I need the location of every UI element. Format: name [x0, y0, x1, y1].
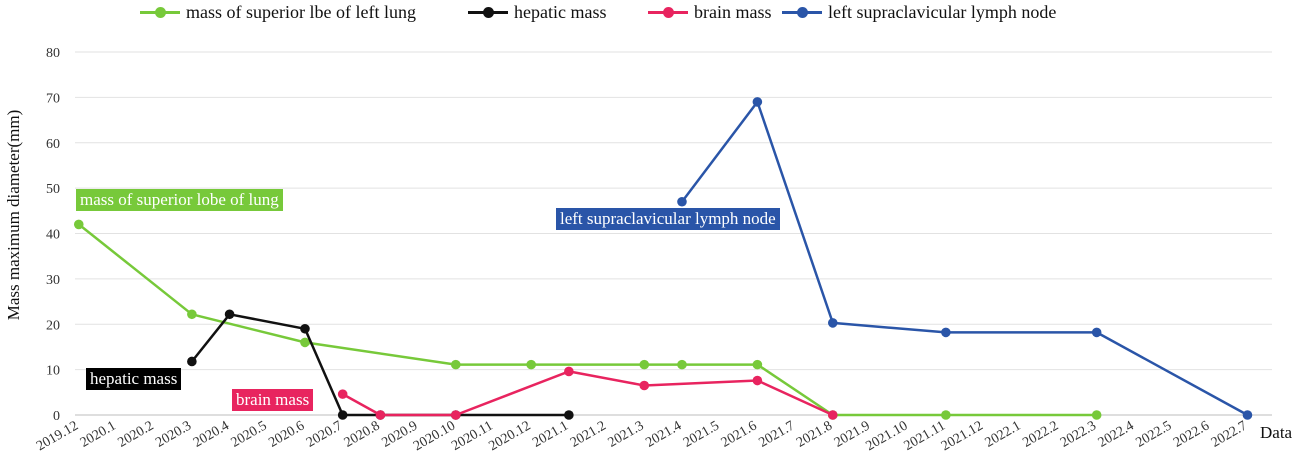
legend-swatch-red — [648, 7, 688, 18]
legend-label: mass of superior lbe of left lung — [186, 2, 416, 22]
y-tick-label: 20 — [46, 318, 60, 333]
x-tick-label: 2021.6 — [719, 418, 760, 450]
legend-item-brain: brain mass — [648, 2, 771, 23]
x-tick-label: 2020.12 — [486, 418, 533, 454]
legend-swatch-blue — [782, 7, 822, 18]
x-tick-label: 2022.2 — [1020, 418, 1061, 450]
x-tick-label: 2021.10 — [863, 418, 910, 454]
data-point — [450, 359, 461, 370]
x-tick-label: 2022.7 — [1209, 418, 1250, 450]
x-tick-label: 2020.6 — [266, 418, 307, 450]
data-point — [300, 323, 310, 334]
x-tick-label: 2021.7 — [756, 418, 797, 450]
x-tick-label: 2021.3 — [606, 418, 647, 450]
x-tick-label: 2021.1 — [530, 418, 571, 450]
y-axis-ticks: 0 10 20 30 40 50 60 70 80 — [46, 46, 60, 424]
data-point — [1091, 327, 1102, 338]
data-point — [375, 410, 386, 420]
x-tick-label: 2021.4 — [643, 418, 684, 450]
x-tick-label: 2021.11 — [902, 418, 948, 453]
x-axis-title: Data — [1260, 423, 1293, 442]
data-point — [827, 410, 838, 420]
chart-series — [73, 97, 1253, 420]
gridlines — [75, 51, 1272, 416]
x-tick-label: 2020.1 — [78, 418, 119, 450]
legend-item-lymph-node: left supraclavicular lymph node — [782, 2, 1056, 23]
legend-label: hepatic mass — [514, 2, 607, 22]
data-point — [677, 359, 687, 370]
x-tick-label: 2020.10 — [411, 418, 458, 454]
x-tick-label: 2021.12 — [939, 418, 986, 454]
x-tick-label: 2021.5 — [681, 418, 722, 450]
series-2 — [337, 366, 838, 420]
y-tick-label: 30 — [46, 273, 60, 288]
y-tick-label: 60 — [46, 137, 60, 152]
x-tick-label: 2022.5 — [1133, 418, 1174, 450]
data-point — [639, 380, 650, 391]
legend-item-hepatic: hepatic mass — [468, 2, 606, 23]
series-3 — [677, 97, 1253, 420]
x-axis-ticks: 2019.122020.12020.22020.32020.42020.5202… — [34, 418, 1250, 454]
legend-swatch-green — [140, 7, 180, 18]
annotation-hepatic-mass: hepatic mass — [86, 368, 182, 390]
data-point — [827, 318, 838, 328]
legend-label: left supraclavicular lymph node — [828, 2, 1057, 22]
x-tick-label: 2020.7 — [304, 418, 345, 450]
x-tick-label: 2021.8 — [794, 418, 835, 450]
y-tick-label: 50 — [46, 182, 60, 197]
data-point — [526, 359, 536, 370]
x-tick-label: 2020.3 — [153, 418, 194, 450]
data-point — [300, 337, 310, 348]
data-point — [941, 327, 951, 338]
data-point — [752, 97, 763, 107]
y-tick-label: 0 — [53, 409, 60, 424]
data-point — [564, 366, 574, 377]
data-point — [677, 196, 687, 207]
data-point — [224, 309, 235, 320]
data-point — [73, 219, 84, 230]
data-point — [639, 359, 650, 370]
data-point — [752, 375, 763, 386]
data-point — [450, 410, 461, 420]
y-tick-label: 70 — [46, 91, 60, 106]
y-tick-label: 40 — [46, 228, 60, 243]
annotation-brain-mass: brain mass — [232, 389, 314, 411]
data-point — [337, 389, 348, 399]
y-axis-title: Mass maximum diameter(mm) — [4, 110, 23, 321]
x-tick-label: 2022.4 — [1096, 418, 1137, 450]
annotation-superior-lobe: mass of superior lobe of lung — [76, 189, 283, 211]
data-point — [752, 359, 763, 370]
y-tick-label: 10 — [46, 364, 60, 379]
data-point — [1242, 410, 1253, 420]
series-0 — [73, 219, 1102, 420]
series-line — [681, 100, 1249, 417]
data-point — [187, 309, 197, 320]
x-tick-label: 2020.5 — [229, 418, 270, 450]
legend-label: brain mass — [694, 2, 772, 22]
x-tick-label: 2022.6 — [1171, 418, 1212, 450]
legend-swatch-black — [468, 7, 508, 18]
x-tick-label: 2020.4 — [191, 418, 232, 450]
x-tick-label: 2021.2 — [568, 418, 609, 450]
x-tick-label: 2022.3 — [1058, 418, 1099, 450]
data-point — [941, 410, 951, 420]
data-point — [337, 410, 348, 420]
data-point — [187, 356, 197, 367]
legend-item-superior-lobe: mass of superior lbe of left lung — [140, 2, 416, 23]
chart-legend: mass of superior lbe of left lung hepati… — [0, 0, 1299, 26]
x-tick-label: 2022.1 — [983, 418, 1024, 450]
annotation-lymph-node: left supraclavicular lymph node — [556, 208, 780, 230]
series-line — [78, 223, 1097, 417]
y-tick-label: 80 — [46, 46, 60, 61]
data-point — [1091, 410, 1102, 420]
x-tick-label: 2020.11 — [449, 418, 495, 453]
x-tick-label: 2020.2 — [116, 418, 157, 450]
x-tick-label: 2020.8 — [342, 418, 383, 450]
data-point — [564, 410, 574, 420]
